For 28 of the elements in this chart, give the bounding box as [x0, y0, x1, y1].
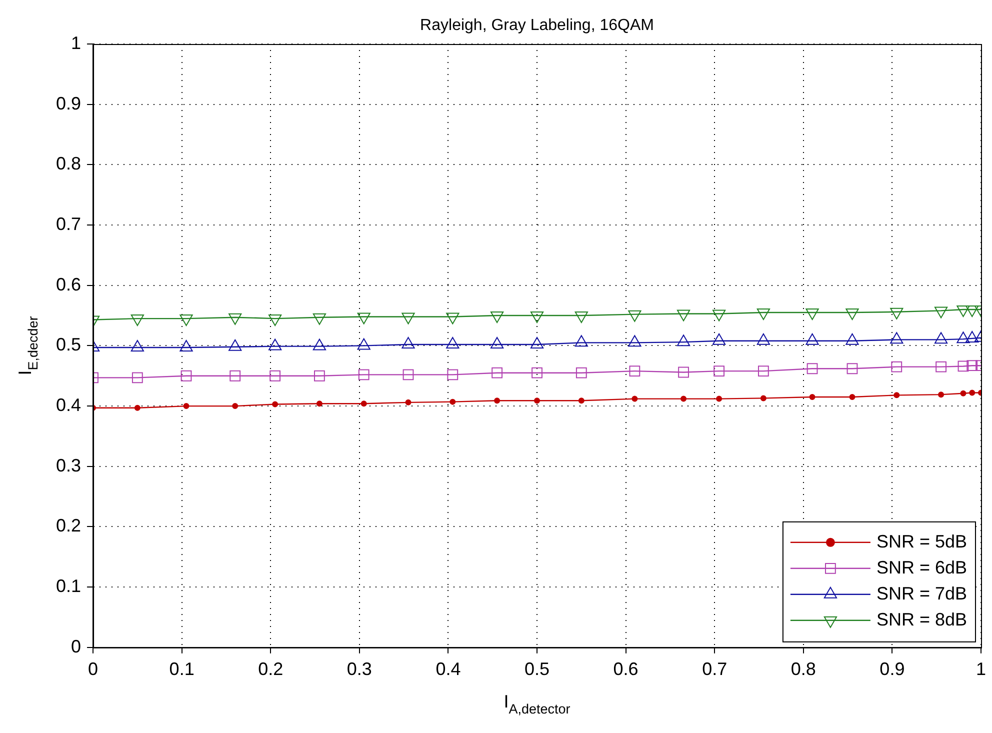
x-tick-label: 0.4: [436, 659, 461, 680]
x-tick-label: 0.7: [702, 659, 728, 680]
x-tick-label: 0.8: [790, 659, 816, 680]
y-tick-label: 0.2: [56, 516, 82, 536]
y-tick-label: 0.7: [56, 214, 82, 234]
legend-label: SNR = 6dB: [876, 557, 967, 578]
x-tick-label: 0.9: [880, 659, 905, 680]
x-tick-label: 0.2: [258, 659, 284, 680]
y-tick-label: 0.4: [56, 395, 82, 416]
x-tick-label: 0.5: [524, 659, 550, 680]
y-tick-label: 0.9: [56, 93, 82, 114]
y-tick-label: 0.1: [56, 576, 82, 596]
x-tick-label: 1: [976, 659, 986, 680]
x-tick-label: 0: [88, 659, 98, 680]
chart-title: Rayleigh, Gray Labeling, 16QAM: [420, 17, 654, 34]
legend-label: SNR = 8dB: [876, 609, 967, 630]
y-tick-label: 0.3: [56, 455, 82, 476]
x-tick-label: 0.3: [346, 659, 372, 680]
y-tick-label: 0: [71, 636, 82, 656]
x-tick-label: 0.6: [613, 659, 638, 680]
y-tick-label: 0.6: [56, 274, 82, 294]
legend-label: SNR = 7dB: [876, 583, 967, 604]
y-tick-label: 0.5: [56, 334, 82, 355]
y-tick-label: 0.8: [56, 154, 82, 174]
y-tick-label: 1: [71, 32, 82, 53]
x-tick-label: 0.1: [169, 659, 194, 680]
y-axis-title: IE,decder: [15, 316, 40, 376]
legend-label: SNR = 5dB: [876, 531, 967, 552]
